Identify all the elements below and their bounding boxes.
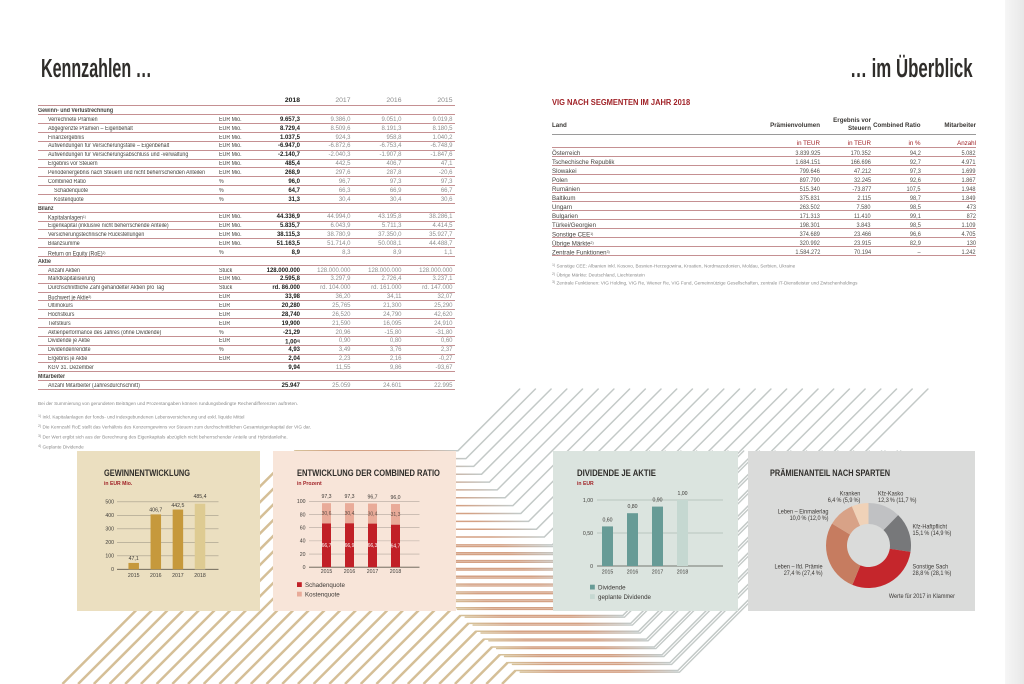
svg-text:442,5: 442,5 [171, 503, 184, 509]
svg-text:28,8 % (28,1 %): 28,8 % (28,1 %) [913, 570, 952, 577]
svg-text:500: 500 [105, 500, 114, 506]
svg-text:Kranken: Kranken [840, 491, 861, 498]
svg-text:6,4 % (5,9 %): 6,4 % (5,9 %) [828, 497, 861, 504]
svg-text:96,0: 96,0 [390, 495, 400, 501]
svg-text:97,3: 97,3 [321, 494, 331, 500]
svg-text:Kostenquote: Kostenquote [305, 592, 340, 599]
svg-text:485,4: 485,4 [194, 494, 207, 500]
svg-text:12,3 % (11,7 %): 12,3 % (11,7 %) [878, 497, 917, 504]
svg-text:2015: 2015 [321, 569, 333, 575]
svg-text:30,6: 30,6 [322, 511, 332, 517]
svg-text:Schadenquote: Schadenquote [305, 582, 345, 589]
svg-text:100: 100 [297, 499, 306, 505]
svg-text:47,1: 47,1 [129, 556, 139, 562]
svg-text:0,50: 0,50 [583, 531, 593, 537]
svg-text:2018: 2018 [677, 570, 689, 576]
svg-text:Sonstige Sach: Sonstige Sach [913, 563, 949, 570]
svg-text:406,7: 406,7 [149, 508, 162, 514]
svg-text:10,0 % (12,0 %): 10,0 % (12,0 %) [790, 515, 829, 522]
svg-text:66,9: 66,9 [345, 543, 355, 549]
svg-text:40: 40 [300, 539, 306, 545]
svg-text:31,3: 31,3 [391, 512, 401, 518]
svg-text:97,3: 97,3 [344, 494, 354, 500]
svg-text:15,1 % (14,9 %): 15,1 % (14,9 %) [913, 530, 952, 537]
svg-text:60: 60 [300, 526, 306, 532]
svg-text:2017: 2017 [367, 569, 379, 575]
svg-text:Werte für 2017 in Klammer: Werte für 2017 in Klammer [889, 593, 955, 600]
svg-text:400: 400 [105, 513, 114, 519]
svg-text:geplante Dividende: geplante Dividende [598, 594, 652, 601]
svg-text:2015: 2015 [602, 570, 614, 576]
svg-text:100: 100 [105, 554, 114, 560]
svg-text:30,4: 30,4 [345, 511, 355, 517]
svg-text:1,00: 1,00 [677, 491, 687, 497]
svg-text:2018: 2018 [390, 569, 402, 575]
svg-text:2017: 2017 [652, 570, 664, 576]
svg-text:2015: 2015 [128, 573, 140, 579]
svg-text:0,60: 0,60 [602, 517, 612, 523]
svg-text:Leben – lfd. Prämie: Leben – lfd. Prämie [775, 563, 824, 570]
svg-text:300: 300 [105, 527, 114, 533]
svg-text:200: 200 [105, 540, 114, 546]
svg-text:0: 0 [111, 567, 114, 573]
svg-text:2016: 2016 [627, 570, 639, 576]
svg-text:2017: 2017 [172, 573, 184, 579]
svg-text:64,7: 64,7 [391, 544, 401, 550]
svg-text:30,4: 30,4 [368, 511, 378, 517]
svg-text:0: 0 [303, 565, 306, 571]
svg-text:Kfz-Haftpflicht: Kfz-Haftpflicht [913, 524, 948, 531]
svg-text:0,80: 0,80 [627, 504, 637, 510]
svg-text:27,4 % (27,4 %): 27,4 % (27,4 %) [784, 570, 823, 577]
svg-text:Leben – Einmalerlag: Leben – Einmalerlag [778, 508, 829, 515]
svg-text:2016: 2016 [344, 569, 356, 575]
svg-text:66,3: 66,3 [368, 543, 378, 549]
svg-text:0: 0 [590, 564, 593, 570]
svg-text:66,7: 66,7 [322, 543, 332, 549]
svg-text:2018: 2018 [194, 573, 206, 579]
svg-text:96,7: 96,7 [367, 495, 377, 501]
svg-text:Kfz-Kasko: Kfz-Kasko [878, 491, 904, 498]
svg-text:2016: 2016 [150, 573, 162, 579]
svg-text:1,00: 1,00 [583, 498, 593, 504]
svg-text:0,90: 0,90 [652, 498, 662, 504]
svg-text:20: 20 [300, 552, 306, 558]
svg-text:80: 80 [300, 512, 306, 518]
svg-text:Dividende: Dividende [598, 585, 626, 592]
